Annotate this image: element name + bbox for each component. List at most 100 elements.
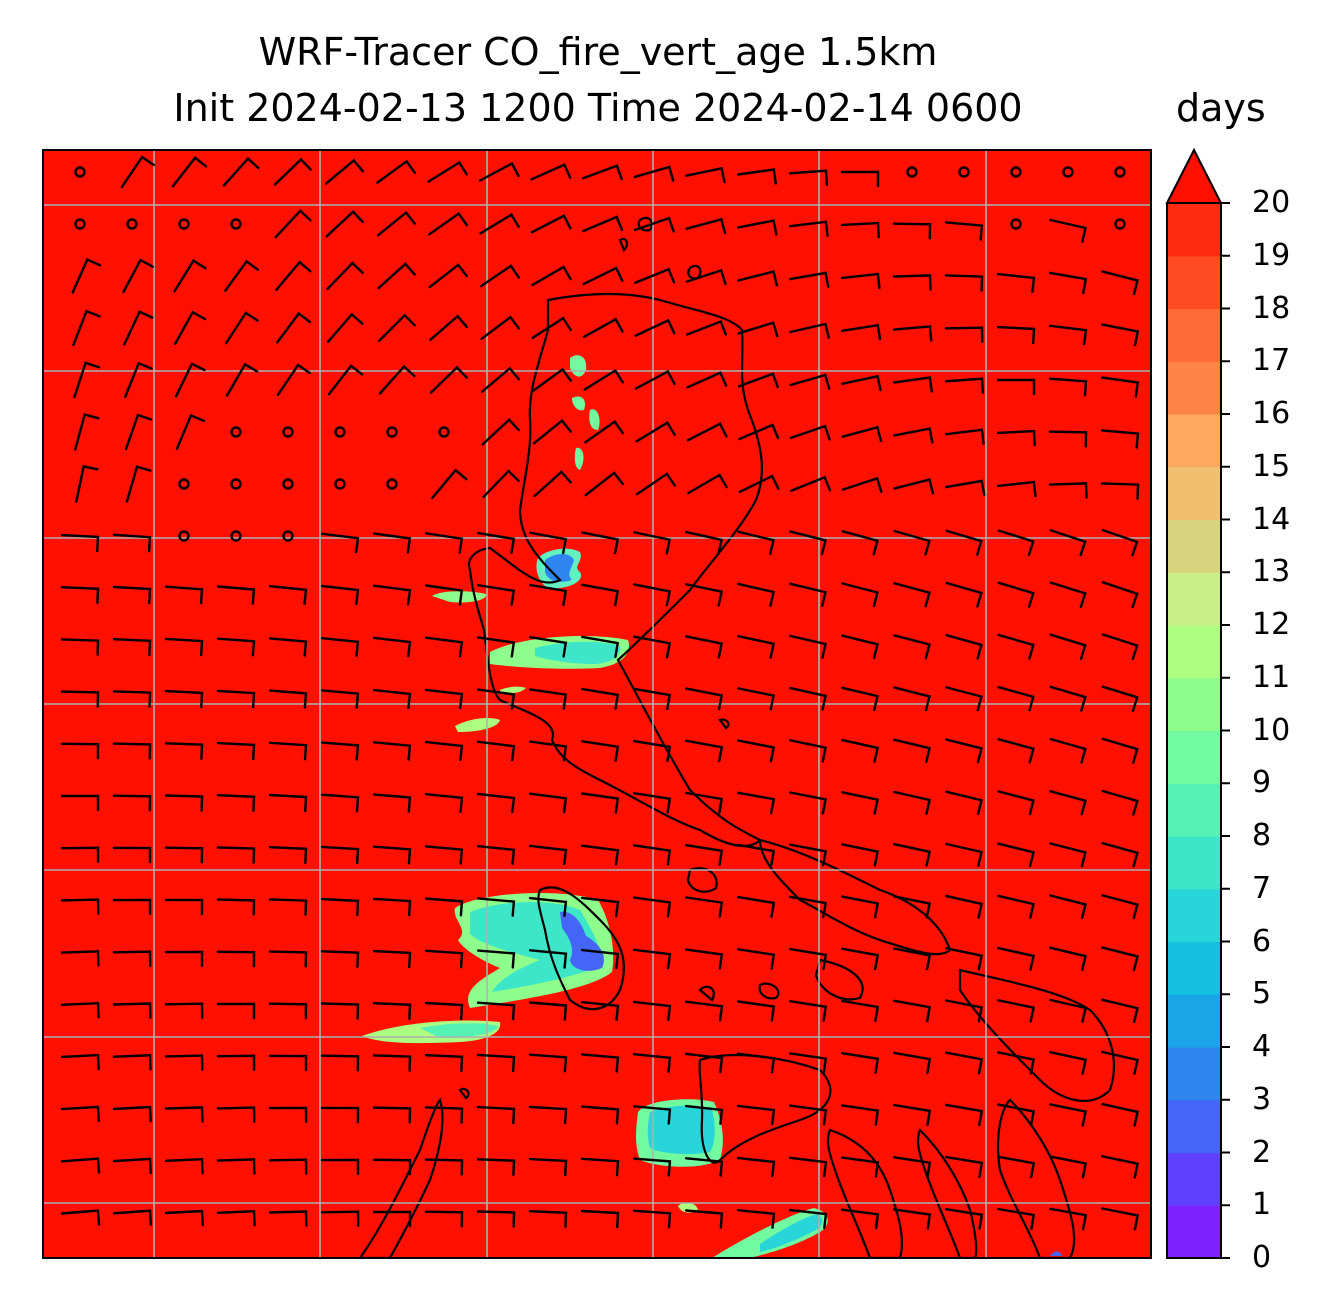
wind-barb xyxy=(372,1158,412,1176)
colorbar-tick-label: 15 xyxy=(1252,448,1291,484)
wind-barb xyxy=(633,792,672,814)
wind-barb xyxy=(997,1051,1036,1075)
wind-barb xyxy=(225,311,259,345)
wind-barb xyxy=(529,531,568,555)
masbate-coastline xyxy=(814,958,864,1001)
wind-barb xyxy=(788,220,829,237)
wind-barb xyxy=(531,316,572,339)
wind-barb xyxy=(268,1158,308,1175)
wind-barb xyxy=(686,1263,722,1280)
wind-barb xyxy=(216,950,256,968)
plume-bohol-core xyxy=(760,1214,823,1252)
wind-barb xyxy=(225,362,259,397)
wind-barb xyxy=(216,1054,256,1071)
wind-barb xyxy=(737,530,775,555)
wind-barb xyxy=(222,156,260,187)
wind-barb xyxy=(476,1001,516,1021)
wind-barb xyxy=(476,1105,516,1125)
wind-barb xyxy=(1101,528,1139,557)
wind-barb xyxy=(216,1106,256,1123)
wind-barb-calm xyxy=(386,478,398,490)
wind-barb xyxy=(175,413,206,450)
wind-barb xyxy=(1049,1155,1088,1179)
wind-barb xyxy=(684,1000,724,1022)
wind-barb xyxy=(893,790,932,815)
wind-barb xyxy=(164,846,204,864)
wind-barb xyxy=(685,844,724,866)
wind-barb xyxy=(894,1262,930,1281)
colorbar-segment xyxy=(1167,730,1221,784)
colorbar-tick-label: 11 xyxy=(1252,659,1291,695)
wind-barb xyxy=(945,1051,984,1075)
wind-barb-calm xyxy=(906,166,918,178)
wind-barb xyxy=(166,1263,203,1277)
wind-barb xyxy=(583,317,624,338)
wind-barb xyxy=(218,1263,255,1277)
wind-barb xyxy=(996,480,1037,498)
colorbar-segment xyxy=(1167,836,1221,890)
wind-barb xyxy=(945,581,983,608)
wind-barb xyxy=(1101,581,1139,609)
wind-barb xyxy=(60,586,100,604)
wind-barb xyxy=(1049,685,1087,712)
marinduque-coastline xyxy=(686,867,718,893)
wind-barb xyxy=(1049,790,1087,816)
wind-barb xyxy=(736,1104,776,1126)
wind-barb xyxy=(584,420,624,444)
panay-coastline xyxy=(698,1053,832,1164)
wind-barb-calm xyxy=(282,530,294,542)
wind-barb xyxy=(276,311,312,344)
wind-barb xyxy=(320,1106,360,1124)
wind-barb xyxy=(581,583,620,607)
wind-barb xyxy=(997,1155,1036,1179)
wind-barb xyxy=(124,413,153,451)
wind-barb xyxy=(737,791,776,815)
colorbar-segment xyxy=(1167,625,1221,679)
wind-barb xyxy=(164,950,204,968)
samar-coastline xyxy=(958,968,1115,1102)
wind-barb xyxy=(945,947,984,971)
wind-barb xyxy=(580,1209,620,1229)
wind-barb xyxy=(1049,1103,1088,1127)
wind-barb xyxy=(528,949,568,969)
colorbar-segment xyxy=(1167,1099,1221,1154)
wind-barb xyxy=(476,740,516,762)
wind-barb xyxy=(1101,685,1139,712)
wind-barb xyxy=(841,686,879,711)
wind-barb xyxy=(320,1158,360,1176)
wind-barb-calm xyxy=(282,478,294,490)
wind-barb xyxy=(997,946,1036,971)
wind-barb xyxy=(1048,377,1088,397)
wind-barb xyxy=(633,583,672,607)
wind-barb xyxy=(789,1052,828,1074)
wind-barb xyxy=(73,361,101,399)
wind-barb-calm xyxy=(1010,166,1022,178)
wind-barb xyxy=(580,1157,620,1177)
wind-barb xyxy=(320,1002,360,1020)
wind-barb xyxy=(424,1210,464,1228)
colorbar-tick-label: 9 xyxy=(1252,765,1272,801)
wind-barb xyxy=(476,949,516,969)
wind-barb xyxy=(528,844,568,866)
wind-barb xyxy=(427,160,468,183)
wind-barb xyxy=(378,364,416,395)
wind-barb xyxy=(275,260,312,291)
wind-barb xyxy=(325,158,364,185)
wind-barb xyxy=(685,635,724,659)
wind-barb xyxy=(322,1264,358,1278)
wind-barb xyxy=(268,689,308,709)
wind-barb xyxy=(124,361,153,398)
wind-barb xyxy=(685,739,724,763)
wind-barb xyxy=(425,584,464,606)
wind-barb-calm xyxy=(178,218,190,230)
wind-barb xyxy=(944,326,984,343)
wind-barb xyxy=(476,1158,516,1176)
wind-barb xyxy=(686,371,728,389)
wind-barb xyxy=(945,999,984,1023)
wind-barb xyxy=(60,1209,101,1226)
wind-barb xyxy=(428,212,468,236)
wind-barb xyxy=(789,322,830,339)
wind-barb xyxy=(1101,998,1139,1023)
wind-barb xyxy=(789,271,830,288)
wind-barb xyxy=(74,413,100,451)
